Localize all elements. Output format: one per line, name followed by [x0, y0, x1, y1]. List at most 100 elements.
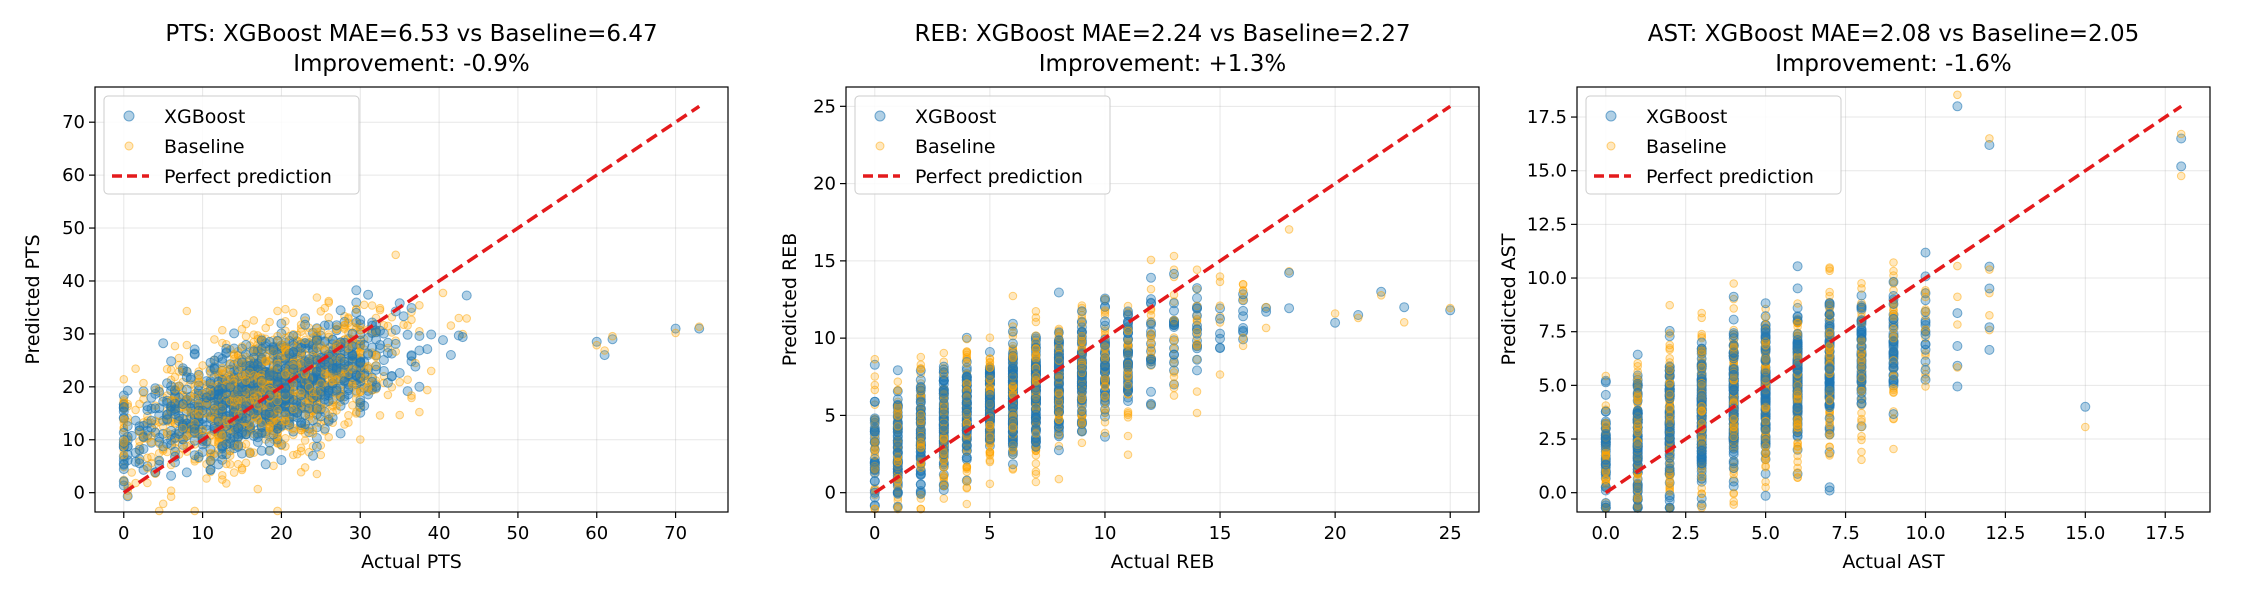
xgboost-point — [1215, 313, 1225, 324]
baseline-point — [1054, 397, 1064, 407]
baseline-point — [233, 374, 243, 383]
baseline-point — [446, 321, 456, 330]
baseline-point — [1123, 431, 1133, 441]
xgboost-point — [217, 406, 228, 417]
xgboost-point — [118, 464, 129, 475]
y-tick-label: 10 — [62, 430, 85, 451]
xgboost-point — [1261, 306, 1272, 317]
baseline-point — [158, 499, 168, 509]
xgboost-point — [288, 364, 299, 374]
baseline-point — [1123, 413, 1133, 422]
xgboost-point — [406, 303, 417, 313]
baseline-point — [194, 409, 203, 419]
baseline-point — [147, 431, 156, 441]
xgboost-point — [268, 345, 279, 355]
xgboost-point — [209, 362, 220, 373]
baseline-point — [939, 494, 949, 503]
xgboost-point — [402, 329, 413, 340]
baseline-point — [1031, 459, 1041, 468]
baseline-point — [198, 425, 207, 435]
baseline-point — [340, 420, 349, 429]
xgboost-point — [938, 393, 949, 404]
baseline-point — [206, 448, 215, 458]
baseline-point — [273, 506, 282, 516]
baseline-point — [296, 443, 306, 453]
x-tick-label: 5 — [984, 523, 995, 544]
xgboost-point — [1030, 412, 1041, 423]
xgboost-point — [869, 476, 880, 487]
x-tick-label: 50 — [506, 523, 529, 544]
baseline-point — [962, 463, 972, 472]
y-tick-label: 5 — [825, 405, 836, 426]
baseline-point — [1123, 380, 1133, 390]
xgboost-point — [915, 374, 926, 385]
xgboost-point — [300, 319, 311, 330]
xgboost-point — [142, 405, 153, 416]
chart-panel-ast: 0.0 2.5 5.0 7.5 10.0 12.5 15.0 17.50.02.55.07.5… — [1498, 21, 2211, 573]
baseline-point — [1146, 284, 1156, 294]
baseline-point — [1261, 323, 1271, 333]
baseline-point — [893, 385, 903, 395]
baseline-point — [403, 375, 412, 385]
baseline-point — [395, 410, 405, 420]
xgboost-point — [869, 437, 880, 447]
baseline-point — [1192, 265, 1202, 275]
xgboost-point — [146, 392, 157, 403]
xgboost-point — [359, 400, 370, 411]
baseline-point — [277, 352, 286, 362]
xgboost-point — [1100, 293, 1110, 304]
xgboost-point — [1728, 314, 1739, 325]
xgboost-point — [189, 423, 200, 434]
baseline-point — [939, 401, 949, 411]
xgboost-point — [1169, 319, 1179, 330]
baseline-point — [261, 357, 271, 366]
baseline-point — [182, 306, 192, 316]
baseline-point — [1399, 318, 1409, 327]
baseline-point — [383, 390, 393, 400]
xgboost-point — [363, 348, 374, 359]
xgboost-point — [1146, 354, 1156, 365]
baseline-point — [1123, 450, 1133, 460]
baseline-point — [1238, 341, 1248, 351]
baseline-point — [344, 343, 353, 353]
baseline-point — [312, 469, 322, 479]
baseline-point — [1100, 382, 1110, 391]
xgboost-point — [118, 476, 129, 487]
baseline-point — [391, 347, 401, 356]
baseline-point — [1215, 301, 1225, 311]
baseline-point — [241, 458, 251, 468]
baseline-point — [202, 474, 211, 483]
baseline-point — [1077, 314, 1087, 323]
baseline-point — [281, 370, 290, 379]
legend-label-xgboost: XGBoost — [915, 106, 996, 128]
x-axis-label: Actual PTS — [361, 551, 462, 573]
baseline-point — [893, 457, 903, 467]
baseline-point — [249, 337, 259, 347]
baseline-point — [1445, 303, 1455, 313]
baseline-point — [332, 376, 341, 385]
xgboost-point — [869, 424, 880, 435]
baseline-point — [454, 313, 464, 323]
xgboost-point — [233, 385, 244, 395]
baseline-point — [600, 346, 609, 355]
xgboost-point — [118, 402, 129, 412]
baseline-point — [296, 388, 306, 397]
baseline-point — [916, 360, 926, 370]
y-axis-label: Predicted REB — [779, 233, 801, 366]
baseline-point — [324, 313, 334, 322]
baseline-point — [273, 405, 282, 415]
y-tick-label: 0 — [825, 483, 836, 504]
xgboost-point — [1146, 386, 1156, 397]
xgboost-point — [237, 357, 247, 368]
baseline-point — [1353, 313, 1363, 323]
xgboost-point — [311, 335, 322, 346]
xgboost-point — [1100, 360, 1110, 371]
x-tick-label: 10 — [191, 523, 214, 544]
baseline-point — [289, 450, 298, 460]
baseline-point — [289, 404, 298, 414]
xgboost-point — [382, 377, 393, 388]
baseline-point — [985, 456, 995, 465]
baseline-point — [1031, 317, 1041, 327]
xgboost-point — [166, 381, 177, 392]
baseline-point — [344, 313, 353, 322]
